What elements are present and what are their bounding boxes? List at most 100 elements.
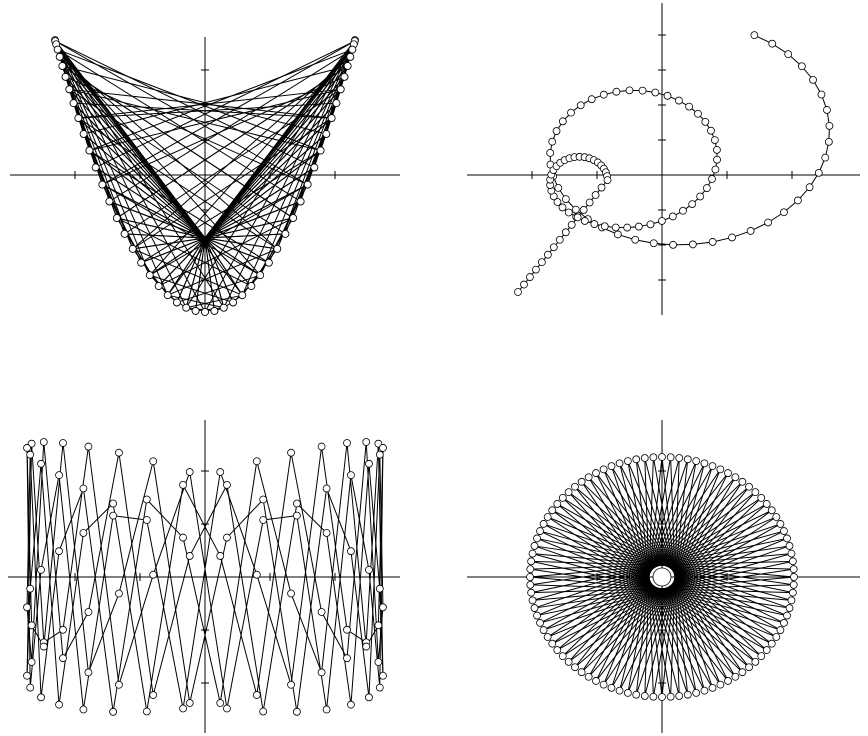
point xyxy=(546,149,555,157)
point xyxy=(683,690,692,699)
chord xyxy=(57,49,151,276)
point xyxy=(59,439,67,447)
point xyxy=(105,197,114,206)
point xyxy=(264,258,273,267)
point xyxy=(84,442,93,451)
point xyxy=(724,469,732,477)
point xyxy=(590,220,599,228)
chord xyxy=(89,150,206,239)
point xyxy=(543,513,552,521)
point xyxy=(549,243,558,252)
chord xyxy=(176,274,261,303)
chord xyxy=(531,560,794,570)
chord xyxy=(102,184,206,239)
chord xyxy=(321,442,348,673)
point xyxy=(322,130,331,138)
panel xyxy=(8,420,400,733)
chord xyxy=(132,237,206,250)
point xyxy=(59,625,67,634)
point xyxy=(692,457,701,465)
point xyxy=(558,203,567,212)
point xyxy=(751,657,760,666)
chord xyxy=(87,452,120,613)
chord xyxy=(31,443,45,643)
point xyxy=(343,439,351,447)
point xyxy=(537,258,546,267)
point xyxy=(561,195,570,203)
point xyxy=(649,239,658,248)
point xyxy=(780,208,788,217)
point xyxy=(558,652,567,661)
point xyxy=(149,457,158,466)
chord xyxy=(65,76,206,239)
chord xyxy=(326,532,352,705)
point xyxy=(613,230,622,239)
point xyxy=(823,106,831,114)
chord xyxy=(62,442,89,673)
chord xyxy=(226,499,264,538)
point xyxy=(27,658,36,666)
point xyxy=(526,273,534,281)
chord xyxy=(61,65,206,239)
point xyxy=(663,91,672,100)
chord xyxy=(189,484,228,557)
chord xyxy=(95,40,355,168)
point xyxy=(120,230,129,238)
chord xyxy=(29,454,42,698)
point xyxy=(764,218,772,227)
chord xyxy=(82,488,114,712)
point xyxy=(710,136,719,145)
chord xyxy=(182,537,221,704)
chord xyxy=(226,519,264,709)
point xyxy=(783,611,791,620)
chord xyxy=(116,217,206,239)
point xyxy=(191,307,200,315)
chord xyxy=(204,237,278,250)
point xyxy=(172,298,181,307)
point xyxy=(343,654,351,663)
point xyxy=(788,557,797,566)
point xyxy=(757,652,766,661)
point xyxy=(790,573,798,581)
chord xyxy=(256,461,292,594)
point xyxy=(564,208,573,217)
point xyxy=(573,213,582,222)
point xyxy=(238,291,247,300)
chord xyxy=(132,56,351,250)
point xyxy=(374,658,383,666)
chord xyxy=(68,88,206,239)
point xyxy=(145,271,154,280)
point xyxy=(23,444,31,452)
chord xyxy=(377,443,384,676)
chord xyxy=(204,237,270,264)
point xyxy=(728,233,736,242)
chord xyxy=(149,237,206,276)
point xyxy=(216,699,225,707)
point xyxy=(219,303,228,312)
chord xyxy=(259,49,353,276)
point xyxy=(317,442,326,451)
point xyxy=(585,198,594,207)
point xyxy=(548,137,557,146)
chord xyxy=(256,452,292,696)
chord xyxy=(62,65,294,219)
point xyxy=(327,114,336,122)
point xyxy=(751,488,760,497)
point xyxy=(696,192,705,201)
point xyxy=(592,677,600,685)
point xyxy=(675,454,684,462)
chord xyxy=(118,574,154,685)
point xyxy=(817,90,826,99)
chord xyxy=(62,65,327,135)
point xyxy=(526,580,535,589)
point xyxy=(711,165,720,174)
point xyxy=(548,506,557,515)
point xyxy=(784,50,793,59)
point xyxy=(55,52,64,61)
point xyxy=(310,163,319,172)
point xyxy=(256,271,265,280)
point xyxy=(26,683,35,692)
point xyxy=(252,570,261,579)
point xyxy=(814,168,823,177)
chord xyxy=(146,484,184,712)
